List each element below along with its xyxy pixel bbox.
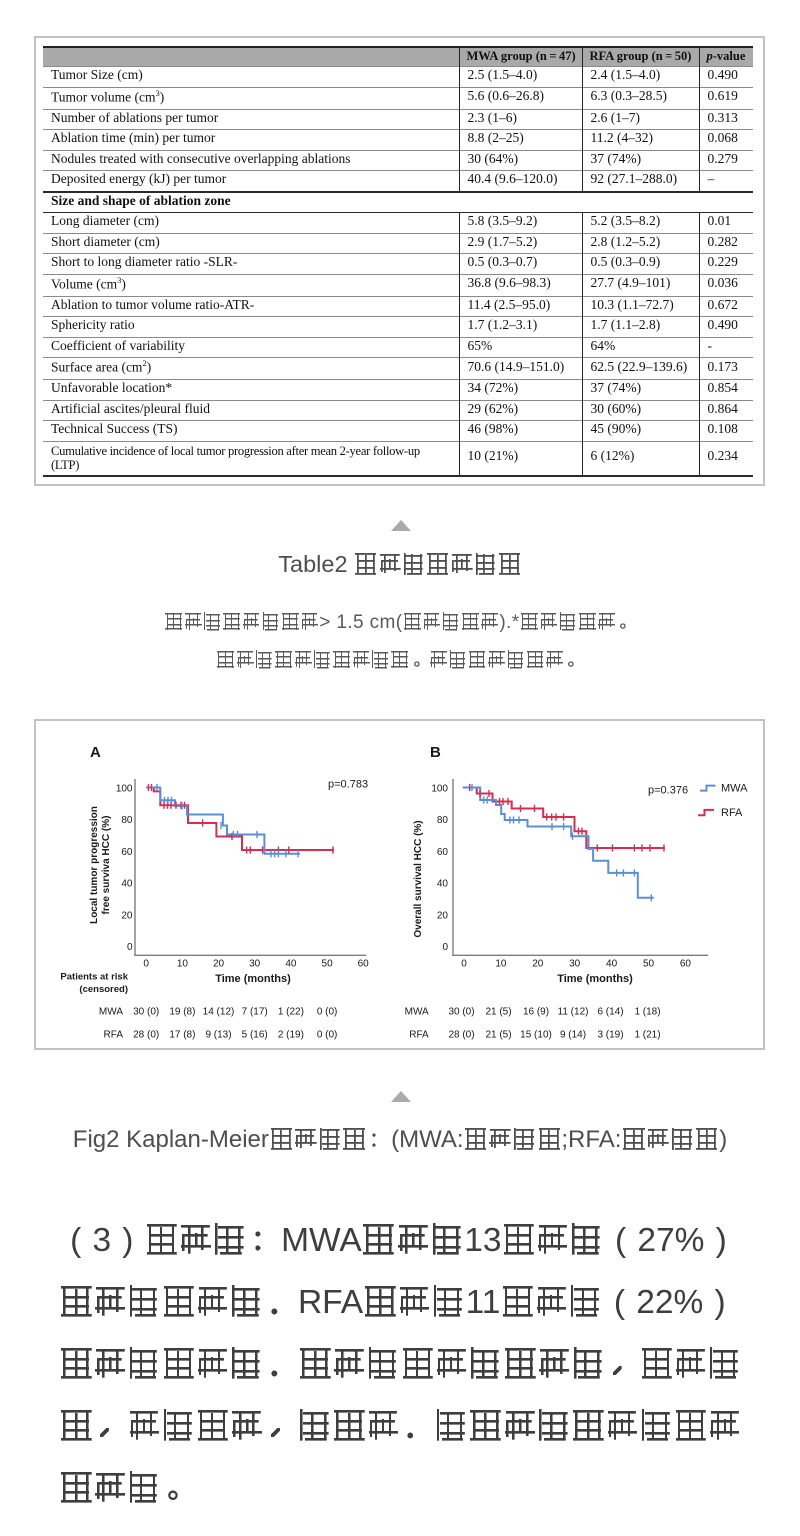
svg-text:0 (0): 0 (0) (317, 1030, 338, 1041)
svg-text:10: 10 (495, 959, 507, 970)
svg-text:1 (21): 1 (21) (634, 1030, 660, 1041)
svg-text:Patients at risk: Patients at risk (60, 972, 128, 983)
svg-text:21 (5): 21 (5) (485, 1030, 511, 1041)
svg-text:free surviva HCC (%): free surviva HCC (%) (101, 816, 112, 915)
svg-text:9 (13): 9 (13) (205, 1030, 231, 1041)
svg-text:0: 0 (442, 942, 448, 953)
svg-text:28 (0): 28 (0) (448, 1030, 474, 1041)
svg-text:B: B (430, 744, 441, 761)
svg-text:6 (14): 6 (14) (597, 1007, 623, 1018)
svg-text:0: 0 (461, 959, 467, 970)
svg-text:50: 50 (643, 959, 655, 970)
svg-text:20: 20 (532, 959, 544, 970)
svg-text:p=0.376: p=0.376 (648, 785, 688, 797)
svg-text:MWA: MWA (405, 1007, 429, 1018)
svg-text:80: 80 (437, 815, 449, 826)
svg-text:A: A (90, 744, 101, 761)
svg-text:21 (5): 21 (5) (485, 1007, 511, 1018)
svg-text:p=0.783: p=0.783 (328, 779, 368, 791)
svg-text:0 (0): 0 (0) (317, 1007, 338, 1018)
svg-text:7 (17): 7 (17) (242, 1007, 268, 1018)
svg-text:100: 100 (431, 783, 448, 794)
svg-text:14 (12): 14 (12) (203, 1007, 235, 1018)
svg-text:19 (8): 19 (8) (169, 1007, 195, 1018)
svg-text:9 (14): 9 (14) (560, 1030, 586, 1041)
svg-text:30: 30 (249, 959, 261, 970)
svg-text:17 (8): 17 (8) (169, 1030, 195, 1041)
svg-text:50: 50 (322, 959, 334, 970)
svg-text:3 (19): 3 (19) (597, 1030, 623, 1041)
svg-text:40: 40 (606, 959, 618, 970)
svg-text:RFA: RFA (104, 1030, 124, 1041)
svg-text:60: 60 (680, 959, 692, 970)
svg-text:20: 20 (437, 910, 449, 921)
svg-text:30 (0): 30 (0) (448, 1007, 474, 1018)
svg-text:MWA: MWA (99, 1007, 123, 1018)
svg-text:40: 40 (285, 959, 297, 970)
svg-text:1 (22): 1 (22) (278, 1007, 304, 1018)
svg-text:0: 0 (127, 942, 133, 953)
svg-text:60: 60 (437, 847, 449, 858)
svg-text:28 (0): 28 (0) (133, 1030, 159, 1041)
svg-text:60: 60 (121, 847, 133, 858)
svg-text:1 (18): 1 (18) (634, 1007, 660, 1018)
svg-text:16 (9): 16 (9) (523, 1007, 549, 1018)
svg-text:100: 100 (116, 783, 133, 794)
svg-text:Overall survival HCC (%): Overall survival HCC (%) (413, 820, 424, 937)
svg-text:Time (months): Time (months) (215, 973, 291, 985)
svg-text:80: 80 (121, 815, 133, 826)
svg-text:15 (10): 15 (10) (520, 1030, 552, 1041)
svg-text:40: 40 (121, 879, 133, 890)
svg-text:30: 30 (569, 959, 581, 970)
svg-text:RFA: RFA (721, 807, 743, 819)
svg-text:Time (months): Time (months) (557, 973, 633, 985)
svg-text:60: 60 (358, 959, 370, 970)
svg-text:30 (0): 30 (0) (133, 1007, 159, 1018)
svg-text:Local tumor progression: Local tumor progression (89, 806, 100, 924)
svg-text:MWA: MWA (721, 783, 748, 795)
svg-text:(censored): (censored) (79, 984, 128, 995)
svg-text:0: 0 (143, 959, 149, 970)
svg-text:RFA: RFA (409, 1030, 429, 1041)
svg-text:11 (12): 11 (12) (558, 1007, 589, 1018)
svg-text:10: 10 (177, 959, 189, 970)
svg-text:20: 20 (121, 910, 133, 921)
svg-text:2 (19): 2 (19) (278, 1030, 304, 1041)
svg-text:20: 20 (213, 959, 225, 970)
svg-text:5 (16): 5 (16) (242, 1030, 268, 1041)
svg-text:40: 40 (437, 879, 449, 890)
